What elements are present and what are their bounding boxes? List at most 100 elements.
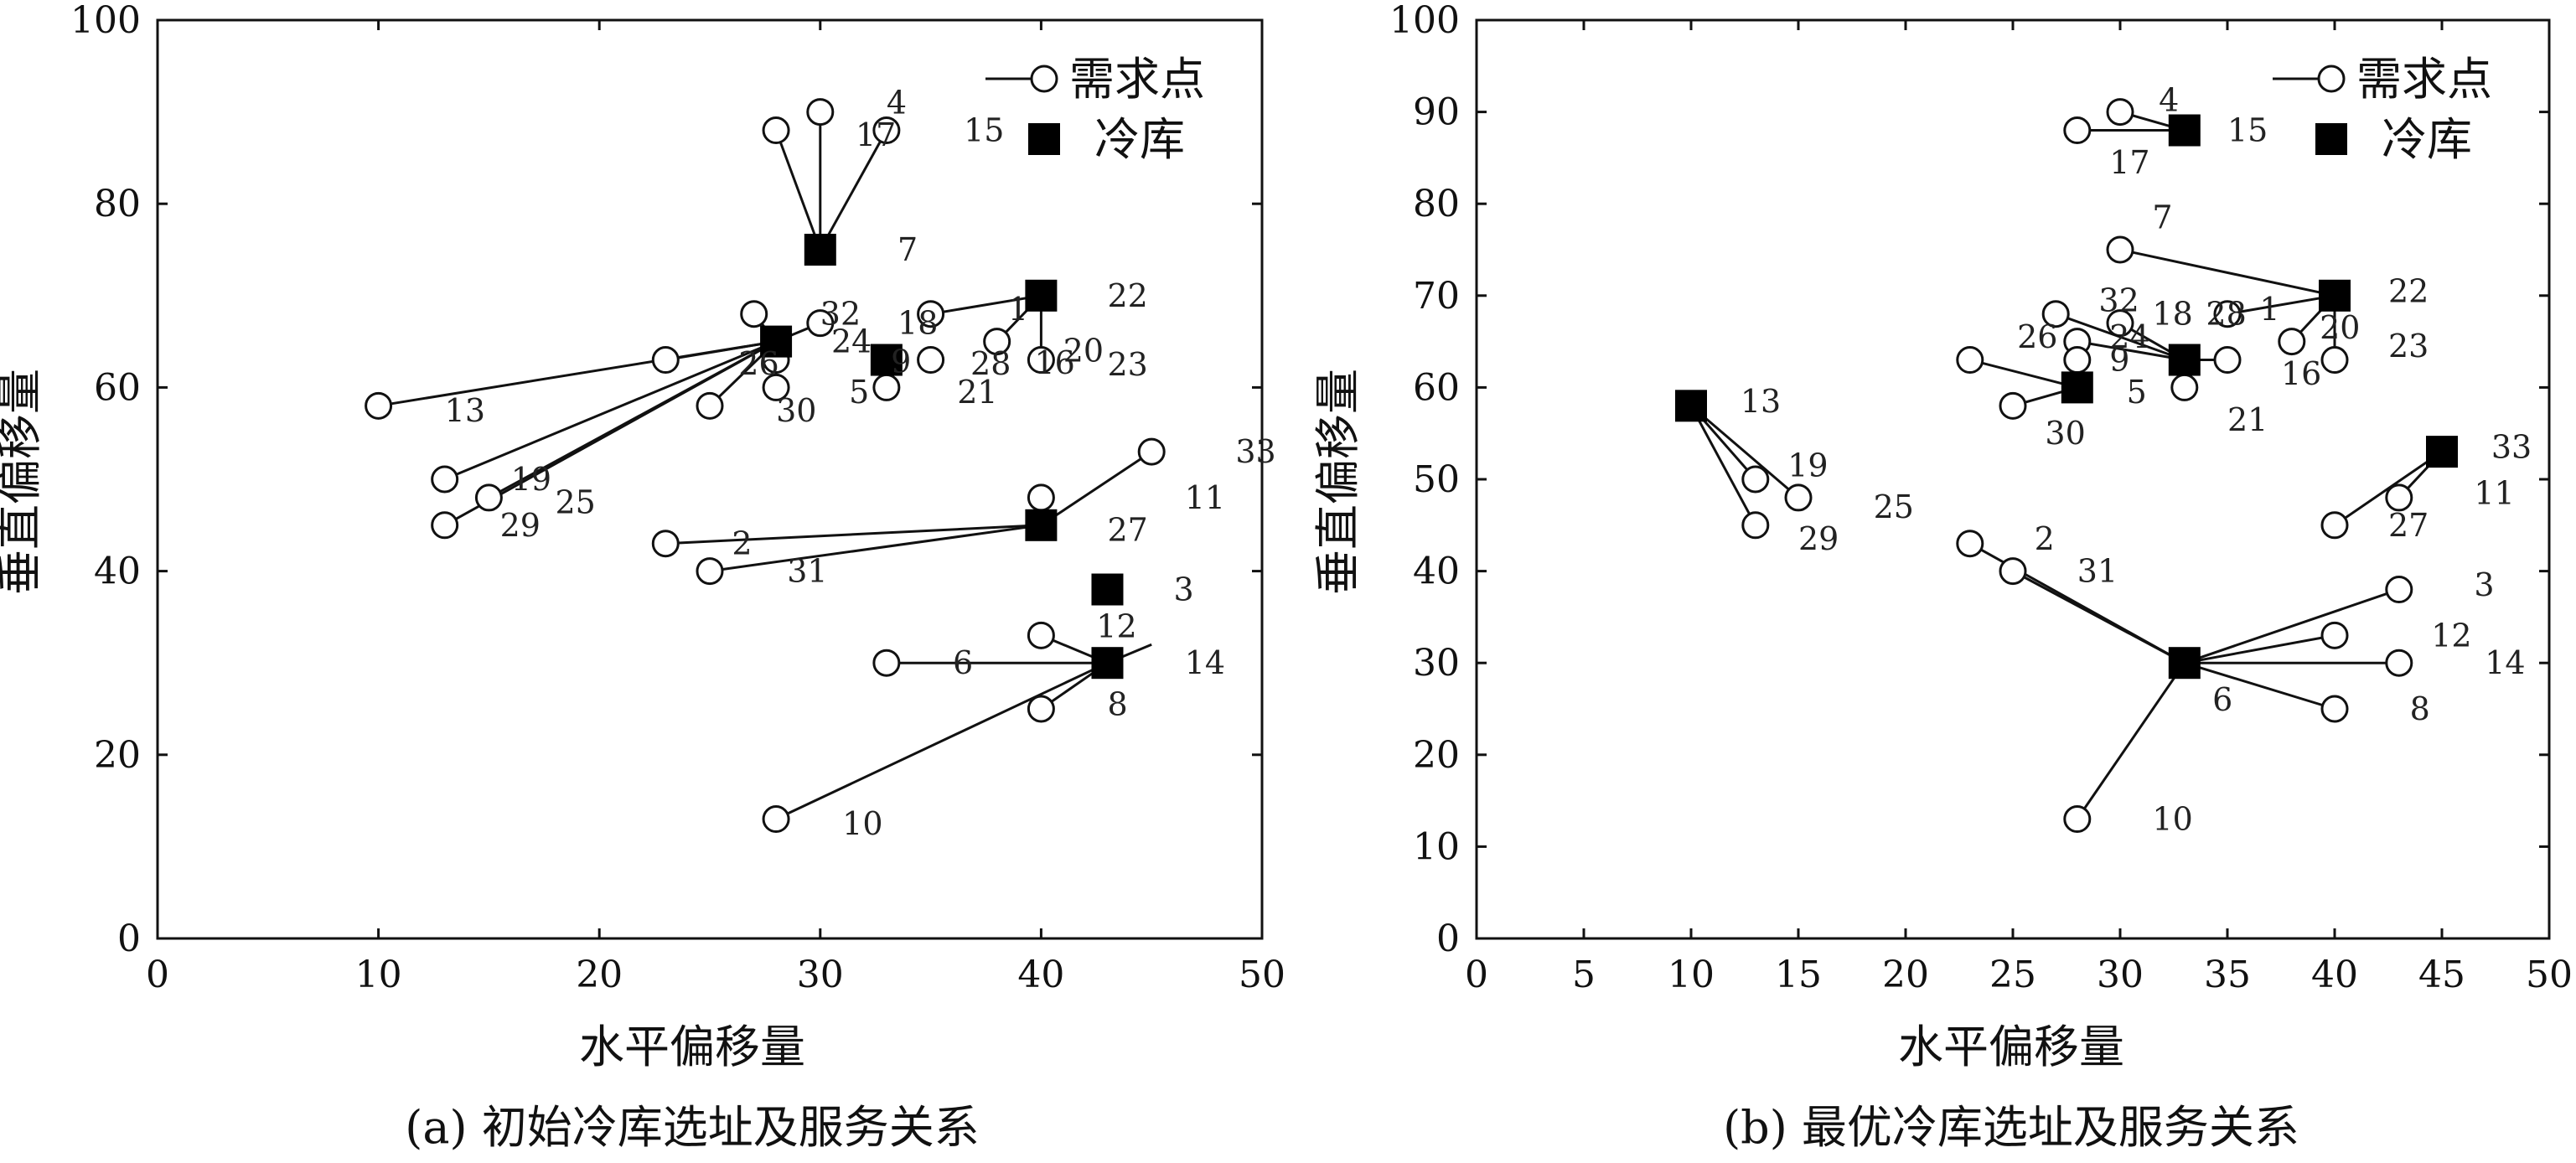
panel-a-point-label: 20 — [1063, 333, 1104, 370]
panel-a-point-label: 14 — [1185, 644, 1225, 681]
panel-a-demand-point-25 — [474, 483, 503, 512]
panel-a-cold-storage-s3 — [870, 344, 903, 376]
panel-b-demand-point-10 — [2063, 805, 2092, 834]
panel-a-ytick-label: 80 — [94, 183, 141, 225]
panel-a-legend-storage-label: 冷库 — [1094, 113, 1185, 166]
panel-b-cold-storage-28 — [2168, 344, 2201, 376]
panel-a-demand-point-26 — [651, 346, 680, 375]
panel-b-service-link — [2184, 661, 2335, 711]
panel-b-cold-storage-22 — [2319, 279, 2351, 312]
panel-b-legend-demand-label: 需求点 — [2356, 53, 2492, 106]
panel-b-service-link — [2184, 588, 2400, 664]
panel-a-xtick-label: 50 — [1239, 954, 1285, 996]
panel-b-point-label: 6 — [2212, 681, 2232, 718]
panel-a-point-label: 22 — [1107, 277, 1147, 314]
panel-b-point-label: 12 — [2431, 617, 2471, 654]
panel-b-point-label: 8 — [2410, 690, 2430, 727]
panel-a-demand-point-11 — [1027, 483, 1055, 512]
panel-a-point-label: 30 — [776, 392, 816, 429]
panel-a-demand-point-32 — [740, 300, 768, 328]
panel-a-point-label: 17 — [856, 116, 896, 153]
panel-a-service-link — [1040, 450, 1153, 527]
panel-b-ytick-label: 80 — [1413, 183, 1460, 225]
panel-b-xtick-label: 30 — [2097, 954, 2144, 996]
panel-a-demand-point-31 — [696, 557, 724, 586]
panel-a-ytick-label: 0 — [117, 917, 141, 960]
panel-b-service-link — [2184, 633, 2335, 664]
panel-b-point-label: 4 — [2159, 81, 2179, 118]
panel-b-point-label: 31 — [2077, 553, 2118, 590]
panel-b-service-link — [2077, 340, 2185, 361]
panel-a-service-link — [774, 129, 822, 251]
panel-b-plot: 0 5 10 15 20 25 30 35 40 45 5001020304050607080901… — [1389, 0, 2573, 996]
panel-a-cold-storage-14 — [1091, 647, 1124, 680]
panel-a-point-label: 23 — [1107, 346, 1147, 383]
panel-b-point-label: 5 — [2127, 374, 2147, 411]
panel-b-xtick-label: 15 — [1775, 954, 1822, 996]
panel-a-point-label: 28 — [970, 345, 1011, 382]
panel-b-service-link — [2227, 294, 2335, 316]
panel-b-demand-point-20 — [2278, 328, 2306, 356]
panel-b-point-label: 24 — [2109, 318, 2149, 355]
panel-b-point-label: 10 — [2152, 801, 2192, 838]
panel-a-ylabel: 垂直偏移量 — [0, 369, 46, 595]
panel-b-demand-point-17 — [2063, 116, 2092, 145]
panel-b-point-label: 30 — [2045, 415, 2085, 452]
panel-a-demand-point-20 — [1027, 346, 1055, 375]
panel-a-caption: (a) 初始冷库选址及服务关系 — [405, 1101, 980, 1154]
panel-b-service-link — [2334, 450, 2443, 527]
panel-b-ytick-label: 70 — [1413, 275, 1460, 318]
panel-b-point-label: 14 — [2485, 644, 2525, 681]
panel-b-xtick-label: 50 — [2526, 954, 2573, 996]
panel-a-point-label: 13 — [445, 392, 485, 429]
panel-b-demand-point-19 — [1741, 465, 1770, 494]
panel-b-point-label: 15 — [2227, 112, 2268, 149]
panel-b-demand-point-1 — [2213, 300, 2242, 328]
panel-b-point-label: 9 — [2109, 342, 2129, 379]
panel-b-point-label: 19 — [1787, 447, 1828, 484]
panel-b-demand-point-16 — [2213, 346, 2242, 375]
panel-b-legend-demand-marker — [2317, 65, 2346, 93]
panel-a-ytick-label: 20 — [94, 734, 141, 777]
panel-a-demand-point-12 — [1027, 621, 1055, 649]
panel-a-point-label: 25 — [555, 483, 595, 520]
panel-a-ytick-label: 40 — [94, 550, 141, 593]
panel-a-point-label: 6 — [953, 644, 973, 681]
panel-a-demand-point-18 — [917, 300, 945, 328]
panel-a-demand-point-10 — [762, 805, 790, 834]
panel-b-xtick-label: 5 — [1572, 954, 1596, 996]
panel-a-service-link — [930, 294, 1042, 316]
panel-a-point-label: 7 — [897, 231, 918, 268]
panel-a-point-label: 3 — [1174, 571, 1194, 608]
panel-a-point-label: 24 — [831, 323, 872, 360]
panel-a-point-label: 9 — [891, 344, 911, 380]
panel-b-point-label: 33 — [2491, 429, 2532, 466]
panel-b-ytick-label: 90 — [1413, 91, 1460, 134]
panel-a-point-label: 31 — [787, 553, 827, 590]
panel-a-service-link — [819, 129, 888, 251]
panel-b-point-label: 26 — [2017, 318, 2057, 355]
panel-b-demand-point-14 — [2385, 649, 2413, 677]
panel-b-demand-point-23 — [2320, 346, 2349, 375]
panel-b-demand-point-3 — [2385, 576, 2413, 604]
panel-b-demand-point-7 — [2106, 235, 2134, 264]
panel-b-cold-storage-33 — [2426, 436, 2458, 468]
panel-a-legend-storage-marker — [1028, 123, 1060, 155]
panel-a-point-label: 1 — [1008, 291, 1028, 328]
panel-a-point-label: 4 — [887, 85, 907, 121]
panel-b-service-link — [1689, 405, 1757, 526]
panel-a-xtick-label: 20 — [576, 954, 623, 996]
panel-a-service-link — [444, 340, 777, 481]
panel-a-demand-point-16 — [983, 328, 1011, 356]
panel-b-point-label: 20 — [2320, 309, 2360, 346]
panel-b-demand-point-29 — [1741, 511, 1770, 540]
panel-a-demand-point-13 — [365, 391, 393, 420]
panel-a-xtick-label: 10 — [355, 954, 402, 996]
panel-b-demand-point-18 — [2106, 309, 2134, 338]
panel-a-service-link — [665, 340, 777, 361]
panel-a-cold-storage-3 — [1091, 573, 1124, 606]
panel-b-service-link — [2076, 662, 2186, 820]
panel-b-demand-point-26 — [1956, 346, 1984, 375]
panel-a-point-label: 32 — [820, 296, 861, 333]
panel-a-cold-storage-7 — [804, 234, 836, 266]
